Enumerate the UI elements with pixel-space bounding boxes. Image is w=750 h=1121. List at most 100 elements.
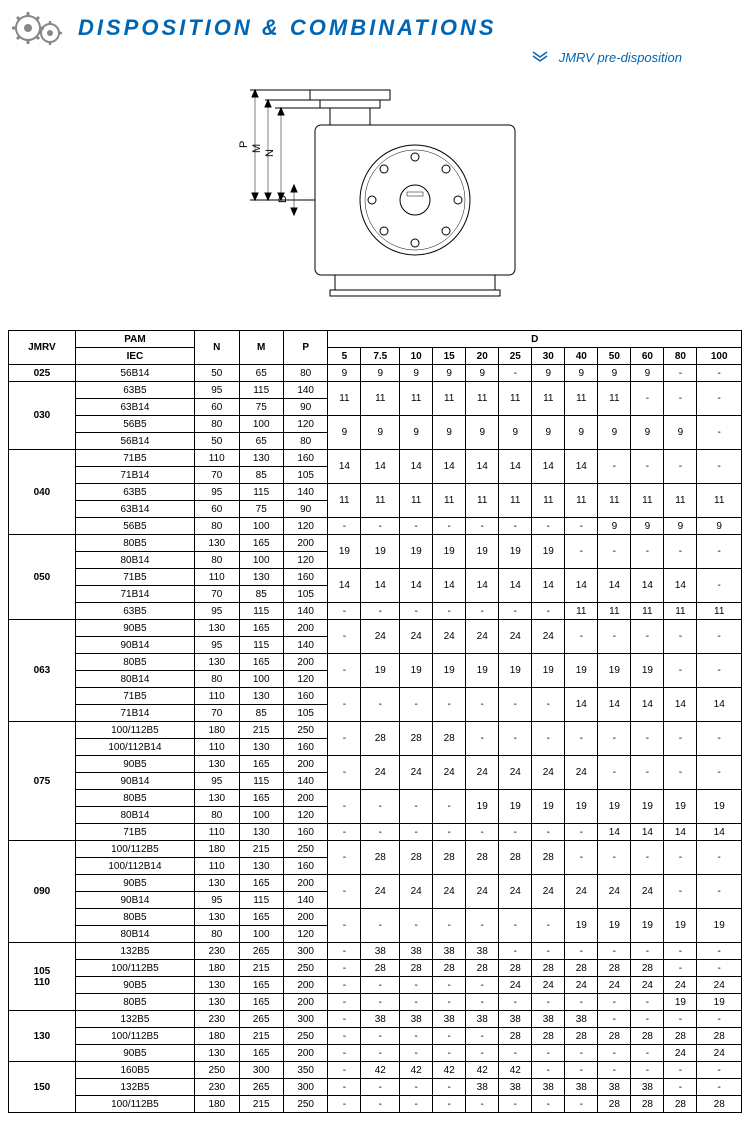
- d-cell: 42: [466, 1062, 499, 1079]
- col-jmrv: JMRV: [9, 331, 76, 365]
- iec-cell: 63B14: [75, 501, 194, 518]
- d-cell: 28: [598, 960, 631, 977]
- m-cell: 300: [239, 1062, 283, 1079]
- d-cell: 14: [400, 450, 433, 484]
- d-cell: 19: [697, 994, 742, 1011]
- table-row: 56B580100120--------9999: [9, 518, 742, 535]
- p-cell: 200: [283, 1045, 327, 1062]
- d-cell: 9: [697, 518, 742, 535]
- col-p: P: [283, 331, 327, 365]
- d-cell: 9: [328, 365, 361, 382]
- table-row: 90B5130165200----------2424: [9, 1045, 742, 1062]
- iec-cell: 80B14: [75, 926, 194, 943]
- d-cell: -: [466, 909, 499, 943]
- d-cell: 24: [400, 875, 433, 909]
- col-d-60: 60: [631, 348, 664, 365]
- m-cell: 215: [239, 841, 283, 858]
- d-cell: 19: [499, 790, 532, 824]
- d-cell: 11: [631, 484, 664, 518]
- spec-table: JMRVPAMNMPDIEC57.5101520253040506080100 …: [8, 330, 742, 1113]
- d-cell: 42: [433, 1062, 466, 1079]
- p-cell: 300: [283, 1079, 327, 1096]
- d-cell: -: [598, 1045, 631, 1062]
- m-cell: 165: [239, 620, 283, 637]
- iec-cell: 63B5: [75, 484, 194, 501]
- d-cell: 24: [400, 620, 433, 654]
- d-cell: 24: [499, 756, 532, 790]
- d-cell: 28: [664, 1028, 697, 1045]
- d-cell: -: [664, 1079, 697, 1096]
- iec-cell: 100/112B5: [75, 841, 194, 858]
- d-cell: 11: [565, 603, 598, 620]
- p-cell: 90: [283, 501, 327, 518]
- d-cell: 11: [565, 484, 598, 518]
- jmrv-cell: 050: [9, 535, 76, 620]
- d-cell: -: [664, 620, 697, 654]
- m-cell: 115: [239, 892, 283, 909]
- d-cell: -: [697, 960, 742, 977]
- d-cell: -: [631, 722, 664, 756]
- m-cell: 115: [239, 382, 283, 399]
- d-cell: 24: [499, 620, 532, 654]
- page-subtitle: JMRV pre-disposition: [8, 50, 682, 65]
- d-cell: -: [328, 960, 361, 977]
- d-cell: -: [400, 1045, 433, 1062]
- d-cell: 24: [466, 875, 499, 909]
- d-cell: 19: [499, 654, 532, 688]
- d-cell: 28: [400, 960, 433, 977]
- table-row: 71B5110130160--------14141414: [9, 824, 742, 841]
- d-cell: 24: [433, 756, 466, 790]
- d-cell: -: [697, 1011, 742, 1028]
- d-cell: -: [328, 1011, 361, 1028]
- d-cell: -: [400, 977, 433, 994]
- d-cell: -: [499, 943, 532, 960]
- d-cell: 42: [400, 1062, 433, 1079]
- d-cell: -: [466, 518, 499, 535]
- d-cell: 19: [631, 909, 664, 943]
- d-cell: 24: [631, 875, 664, 909]
- m-cell: 130: [239, 569, 283, 586]
- iec-cell: 80B5: [75, 535, 194, 552]
- d-cell: -: [499, 365, 532, 382]
- p-cell: 90: [283, 399, 327, 416]
- d-cell: -: [697, 1062, 742, 1079]
- d-cell: 14: [598, 569, 631, 603]
- page-title: DISPOSITION & COMBINATIONS: [78, 15, 497, 41]
- p-cell: 160: [283, 824, 327, 841]
- n-cell: 70: [195, 467, 239, 484]
- d-cell: 28: [499, 1028, 532, 1045]
- d-cell: 28: [466, 960, 499, 977]
- n-cell: 95: [195, 603, 239, 620]
- d-cell: -: [361, 1045, 400, 1062]
- n-cell: 250: [195, 1062, 239, 1079]
- d-cell: 24: [466, 620, 499, 654]
- d-cell: -: [598, 841, 631, 875]
- d-cell: -: [328, 654, 361, 688]
- d-cell: 14: [361, 569, 400, 603]
- d-cell: -: [532, 943, 565, 960]
- d-cell: -: [664, 365, 697, 382]
- n-cell: 130: [195, 790, 239, 807]
- d-cell: 24: [466, 756, 499, 790]
- d-cell: -: [361, 603, 400, 620]
- d-cell: -: [466, 603, 499, 620]
- d-cell: 9: [433, 365, 466, 382]
- p-cell: 200: [283, 535, 327, 552]
- d-cell: -: [328, 756, 361, 790]
- d-cell: -: [664, 875, 697, 909]
- d-cell: 9: [400, 365, 433, 382]
- d-cell: -: [361, 977, 400, 994]
- d-cell: 9: [598, 518, 631, 535]
- d-cell: 14: [328, 569, 361, 603]
- n-cell: 95: [195, 382, 239, 399]
- d-cell: 28: [631, 1096, 664, 1113]
- iec-cell: 56B14: [75, 365, 194, 382]
- col-iec: IEC: [75, 348, 194, 365]
- d-cell: -: [400, 909, 433, 943]
- m-cell: 265: [239, 943, 283, 960]
- m-cell: 75: [239, 501, 283, 518]
- d-cell: -: [532, 688, 565, 722]
- d-cell: 28: [400, 722, 433, 756]
- d-cell: -: [400, 1079, 433, 1096]
- d-cell: -: [466, 722, 499, 756]
